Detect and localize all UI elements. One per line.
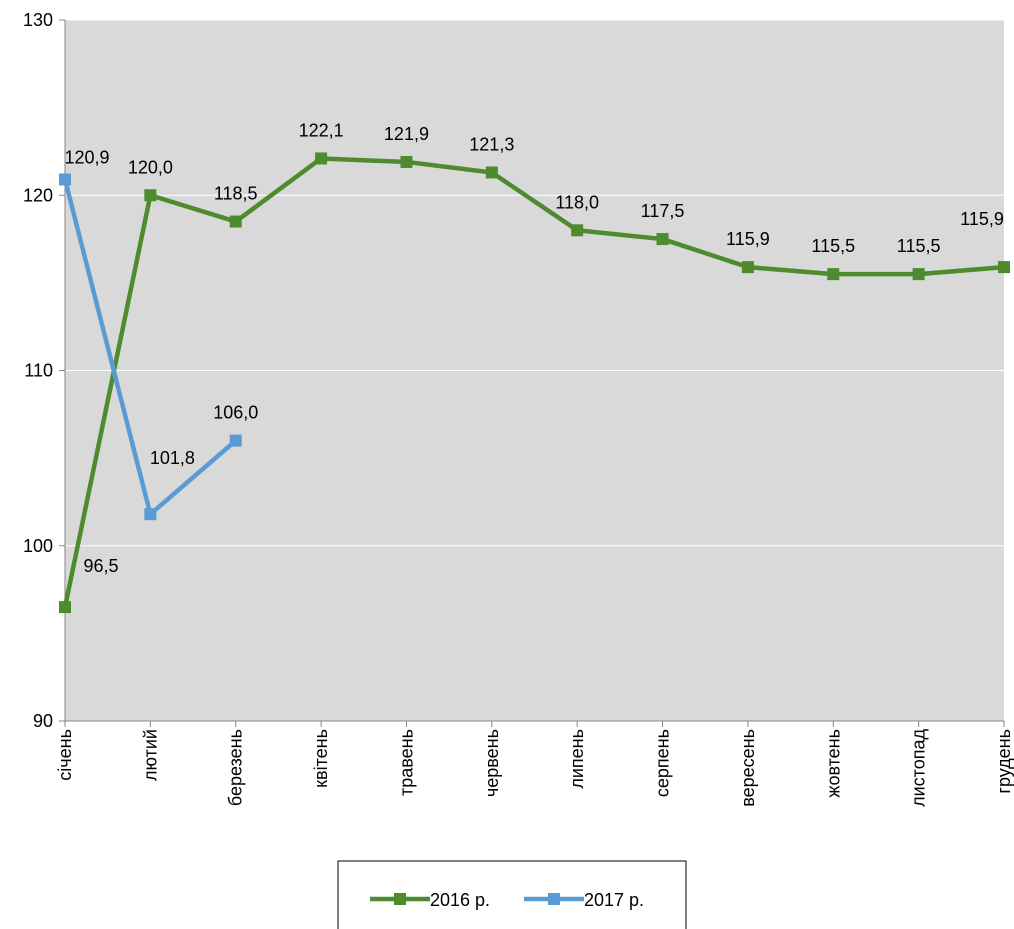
y-axis-ticks: 90 100 110 120 130 (23, 10, 65, 731)
data-point (59, 173, 71, 186)
data-label: 115,5 (897, 236, 941, 256)
data-label: 115,5 (811, 236, 855, 256)
series-points (59, 152, 1010, 614)
y-tick-label: 100 (23, 536, 53, 556)
data-label: 118,0 (555, 192, 599, 212)
x-tick-label: липень (567, 729, 587, 789)
data-point (400, 155, 413, 168)
legend-swatch-marker (394, 893, 406, 905)
data-point (741, 261, 754, 274)
data-label: 117,5 (641, 201, 685, 221)
x-tick-label: березень (226, 729, 246, 806)
x-tick-label: квітень (311, 729, 331, 788)
x-tick-label: серпень (653, 729, 673, 797)
data-point (229, 215, 242, 228)
data-point (485, 166, 498, 179)
y-tick-label: 110 (24, 361, 53, 381)
legend-label: 2016 р. (430, 890, 490, 910)
data-label: 96,5 (83, 556, 118, 576)
legend: 2016 р. 2017 р. (337, 860, 687, 929)
data-point (656, 233, 669, 246)
data-point (59, 601, 71, 614)
data-point (998, 261, 1010, 274)
data-label: 121,3 (469, 134, 514, 154)
legend-label: 2017 р. (584, 890, 644, 910)
data-point (144, 508, 157, 521)
x-tick-label: травень (396, 729, 416, 796)
x-tick-label: листопад (909, 729, 929, 807)
data-point (571, 224, 584, 237)
y-tick-label: 90 (33, 711, 53, 731)
data-label: 115,9 (960, 209, 1004, 229)
data-label: 106,0 (213, 403, 258, 423)
legend-swatch-marker (548, 893, 560, 905)
x-tick-label: грудень (994, 729, 1014, 794)
data-label: 120,9 (64, 147, 109, 167)
x-axis-ticks: січень лютий березень квітень травень червень… (55, 721, 1014, 807)
data-label: 115,9 (726, 229, 770, 249)
x-tick-label: лютий (140, 729, 160, 781)
data-point (912, 268, 925, 281)
x-tick-label: вересень (738, 729, 758, 807)
series-line-1 (62, 156, 1007, 610)
data-point (827, 268, 840, 281)
y-tick-label: 120 (23, 185, 53, 205)
x-tick-label: січень (55, 729, 75, 781)
data-label: 122,1 (299, 120, 344, 140)
data-label: 118,5 (214, 184, 258, 204)
data-label: 101,8 (150, 448, 195, 468)
data-label: 121,9 (384, 124, 429, 144)
data-point (315, 152, 328, 165)
data-label: 120,0 (128, 157, 173, 177)
data-point (229, 434, 242, 447)
grid-lines (65, 19, 1004, 547)
x-tick-label: жовтень (823, 729, 843, 798)
data-point (144, 189, 157, 202)
data-labels: 96,5 120,0 118,5 122,1 121,9 121,3 118,0 117,5 1… (64, 120, 1003, 576)
x-tick-label: червень (482, 729, 502, 797)
y-tick-label: 130 (23, 10, 53, 30)
